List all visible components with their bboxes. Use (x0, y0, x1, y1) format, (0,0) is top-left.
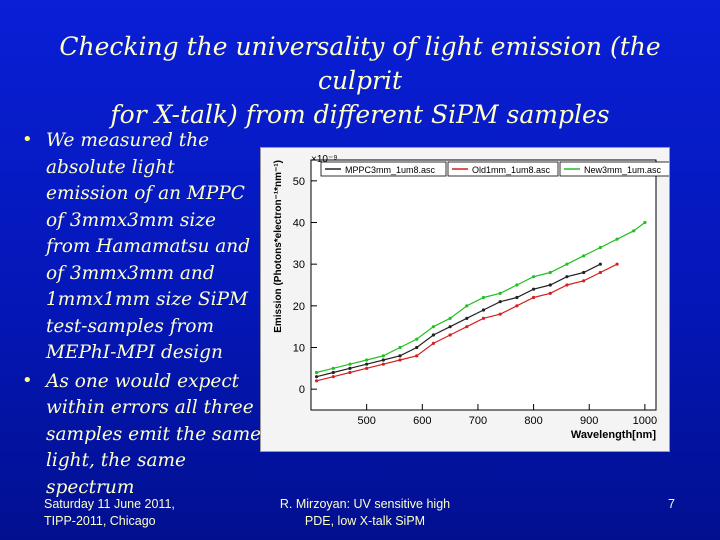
slide-title: Checking the universality of light emiss… (30, 30, 690, 132)
footer-author-topic: R. Mirzoyan: UV sensitive high PDE, low … (250, 496, 480, 530)
series-point (431, 341, 436, 345)
y-tick-label: 20 (293, 301, 305, 313)
series-point (314, 379, 319, 383)
series-point (565, 275, 569, 279)
series-point (314, 375, 319, 379)
series-point (498, 300, 502, 304)
series-point (365, 362, 369, 366)
y-tick-label: 0 (299, 384, 305, 396)
series-point (331, 366, 335, 370)
y-tick-label: 50 (293, 176, 305, 188)
series-point (348, 366, 352, 370)
series-point (465, 304, 469, 308)
bullet-text: As one would expect within errors all th… (46, 370, 262, 498)
series-point (548, 283, 552, 287)
series-point (431, 333, 436, 337)
series-point (431, 325, 436, 329)
series-point (465, 316, 469, 320)
series-point (398, 345, 402, 350)
series-point (582, 270, 586, 275)
footer-date-venue: Saturday 11 June 2011, TIPP-2011, Chicag… (44, 496, 175, 530)
series-point (331, 375, 335, 379)
legend-box (447, 161, 559, 177)
emission-spectrum-plot: 500 600 700 800 900 1000 0 10 20 30 40 50 Wavelength… (260, 147, 671, 452)
series-point (615, 262, 619, 266)
series-point (381, 354, 385, 358)
series-point (598, 270, 602, 275)
y-exponent-label: ×10⁻⁹ (311, 154, 338, 165)
slide-title-line-2: for X-talk) from different SiPM samples (110, 100, 610, 129)
series-point (632, 229, 636, 233)
series-point (415, 345, 419, 350)
series-point (448, 333, 452, 337)
legend-label: MPPC3mm_1um8.asc (345, 165, 436, 175)
x-axis-label: Wavelength[nm] (571, 429, 656, 441)
series-point (348, 362, 352, 366)
footer-topic: PDE, low X-talk SiPM (304, 514, 426, 528)
series-point (548, 291, 552, 295)
legend-label: New3mm_1um.asc (584, 165, 662, 175)
x-tick-label: 800 (524, 415, 542, 427)
footer-author: R. Mirzoyan: UV sensitive high (279, 497, 451, 511)
series-point (598, 245, 602, 250)
series-point (548, 270, 552, 275)
y-axis-label: Emission (Photons*electron⁻¹*nm⁻¹) (273, 160, 284, 333)
x-tick-label: 1000 (633, 415, 657, 427)
series-point (531, 287, 536, 291)
x-tick-label: 900 (580, 415, 598, 427)
bullet-icon: • (22, 129, 33, 150)
legend-label: Old1mm_1um8.asc (472, 165, 551, 175)
series-point (398, 358, 402, 362)
series-point (481, 308, 486, 312)
bullet-text: We measured the absolute light emission … (46, 130, 251, 363)
series-point (448, 325, 452, 329)
slide-title-line-1: Checking the universality of light emiss… (59, 32, 661, 95)
legend-box (320, 161, 447, 177)
series-point (643, 220, 647, 225)
series-point (448, 316, 452, 320)
bullet-item: • As one would expect within errors all … (20, 369, 262, 502)
bullet-item: • We measured the absolute light emissio… (20, 128, 262, 367)
series-point (481, 295, 486, 300)
chart-svg: 500 600 700 800 900 1000 0 10 20 30 40 50 Wavelength… (273, 154, 671, 441)
series-point (515, 283, 519, 287)
x-tick-label: 700 (469, 415, 487, 427)
footer-venue: TIPP-2011, Chicago (44, 514, 156, 528)
x-tick-label: 600 (413, 415, 431, 427)
bullet-icon: • (22, 369, 33, 391)
plot-frame (310, 159, 657, 411)
series-point (415, 354, 419, 358)
series-point (498, 291, 502, 295)
bullet-list: • We measured the absolute light emissio… (20, 128, 262, 503)
footer-date: Saturday 11 June 2011, (44, 497, 175, 511)
x-tick-label: 500 (357, 415, 375, 427)
series-point (498, 312, 502, 316)
series-point (515, 295, 519, 300)
series-point (565, 283, 569, 287)
series-point (365, 366, 369, 370)
series-point (465, 325, 469, 329)
series-point (415, 337, 419, 341)
series-point (314, 370, 319, 375)
page-number: 7 (668, 497, 675, 511)
series-point (615, 237, 619, 241)
series-point (565, 262, 569, 266)
series-point (481, 316, 486, 320)
y-tick-label: 40 (293, 218, 305, 230)
series-point (381, 362, 385, 366)
series-point (531, 295, 536, 300)
series-line (316, 263, 601, 378)
y-tick-label: 30 (293, 259, 305, 271)
series-point (598, 262, 602, 266)
series-point (331, 370, 335, 375)
series-point (582, 254, 586, 258)
series-point (365, 358, 369, 362)
series-point (381, 358, 385, 362)
y-tick-label: 10 (293, 343, 305, 355)
series-point (348, 370, 352, 375)
series-point (398, 354, 402, 358)
series-point (582, 279, 586, 283)
series-point (531, 275, 536, 279)
series-point (515, 304, 519, 308)
